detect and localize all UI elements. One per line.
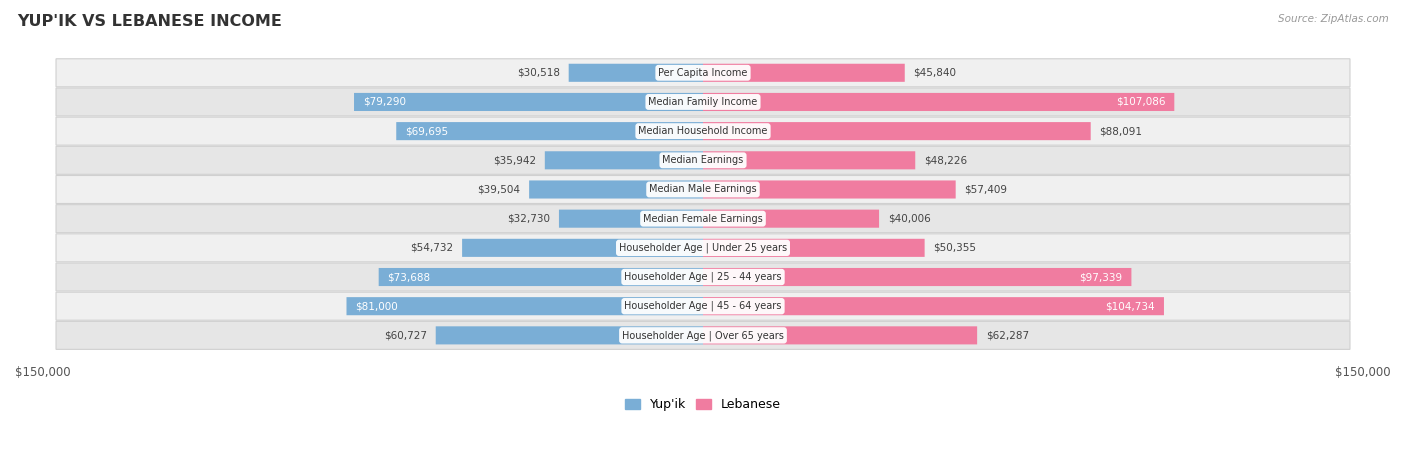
Text: $73,688: $73,688	[388, 272, 430, 282]
Legend: Yup'ik, Lebanese: Yup'ik, Lebanese	[620, 393, 786, 416]
Text: $50,355: $50,355	[934, 243, 976, 253]
Text: $104,734: $104,734	[1105, 301, 1156, 311]
FancyBboxPatch shape	[56, 176, 1350, 204]
FancyBboxPatch shape	[56, 117, 1350, 145]
FancyBboxPatch shape	[346, 297, 703, 315]
Text: $54,732: $54,732	[411, 243, 453, 253]
Text: Source: ZipAtlas.com: Source: ZipAtlas.com	[1278, 14, 1389, 24]
Text: $48,226: $48,226	[924, 156, 967, 165]
FancyBboxPatch shape	[396, 122, 703, 140]
Text: $97,339: $97,339	[1080, 272, 1122, 282]
FancyBboxPatch shape	[463, 239, 703, 257]
Text: $32,730: $32,730	[508, 214, 550, 224]
Text: $40,006: $40,006	[887, 214, 931, 224]
FancyBboxPatch shape	[703, 93, 1174, 111]
Text: Median Male Earnings: Median Male Earnings	[650, 184, 756, 194]
Text: $88,091: $88,091	[1099, 126, 1143, 136]
Text: Householder Age | 25 - 44 years: Householder Age | 25 - 44 years	[624, 272, 782, 282]
FancyBboxPatch shape	[56, 321, 1350, 349]
Text: $57,409: $57,409	[965, 184, 1008, 194]
FancyBboxPatch shape	[560, 210, 703, 228]
Text: Householder Age | 45 - 64 years: Householder Age | 45 - 64 years	[624, 301, 782, 311]
Text: Median Female Earnings: Median Female Earnings	[643, 214, 763, 224]
Text: $30,518: $30,518	[517, 68, 560, 78]
FancyBboxPatch shape	[703, 326, 977, 344]
Text: $60,727: $60,727	[384, 330, 427, 340]
FancyBboxPatch shape	[56, 263, 1350, 291]
Text: Householder Age | Over 65 years: Householder Age | Over 65 years	[621, 330, 785, 340]
FancyBboxPatch shape	[56, 59, 1350, 87]
FancyBboxPatch shape	[354, 93, 703, 111]
Text: $69,695: $69,695	[405, 126, 449, 136]
Text: Median Household Income: Median Household Income	[638, 126, 768, 136]
Text: Median Family Income: Median Family Income	[648, 97, 758, 107]
Text: YUP'IK VS LEBANESE INCOME: YUP'IK VS LEBANESE INCOME	[17, 14, 281, 29]
FancyBboxPatch shape	[703, 151, 915, 170]
FancyBboxPatch shape	[703, 64, 904, 82]
Text: $79,290: $79,290	[363, 97, 406, 107]
Text: Median Earnings: Median Earnings	[662, 156, 744, 165]
FancyBboxPatch shape	[56, 146, 1350, 174]
FancyBboxPatch shape	[703, 268, 1132, 286]
Text: Householder Age | Under 25 years: Householder Age | Under 25 years	[619, 242, 787, 253]
FancyBboxPatch shape	[56, 292, 1350, 320]
FancyBboxPatch shape	[56, 88, 1350, 116]
Text: Per Capita Income: Per Capita Income	[658, 68, 748, 78]
Text: $81,000: $81,000	[356, 301, 398, 311]
FancyBboxPatch shape	[56, 205, 1350, 233]
FancyBboxPatch shape	[378, 268, 703, 286]
Text: $39,504: $39,504	[477, 184, 520, 194]
FancyBboxPatch shape	[703, 297, 1164, 315]
Text: $45,840: $45,840	[914, 68, 956, 78]
Text: $107,086: $107,086	[1116, 97, 1166, 107]
FancyBboxPatch shape	[544, 151, 703, 170]
FancyBboxPatch shape	[568, 64, 703, 82]
Text: $35,942: $35,942	[494, 156, 536, 165]
FancyBboxPatch shape	[703, 122, 1091, 140]
FancyBboxPatch shape	[56, 234, 1350, 262]
FancyBboxPatch shape	[703, 210, 879, 228]
FancyBboxPatch shape	[529, 180, 703, 198]
Text: $62,287: $62,287	[986, 330, 1029, 340]
FancyBboxPatch shape	[436, 326, 703, 344]
FancyBboxPatch shape	[703, 180, 956, 198]
FancyBboxPatch shape	[703, 239, 925, 257]
